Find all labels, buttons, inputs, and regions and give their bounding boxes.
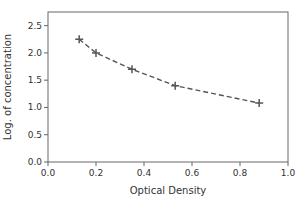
y-tick-label: 2.5	[28, 21, 42, 31]
x-tick-label: 0.8	[233, 168, 248, 178]
y-tick-label: 1.5	[28, 75, 42, 85]
x-tick	[48, 162, 49, 166]
data-point	[171, 82, 179, 90]
x-tick-label: 0.0	[41, 168, 56, 178]
y-tick	[44, 162, 48, 163]
y-tick	[44, 80, 48, 81]
y-tick	[44, 107, 48, 108]
data-point	[92, 49, 100, 57]
x-tick	[288, 162, 289, 166]
x-axis-label: Optical Density	[130, 185, 207, 196]
y-tick-label: 0.0	[28, 157, 43, 167]
chart-svg: 0.0 0.2 0.4 0.6 0.8 1.0 0.0 0.5 1.0 1.5 2.0 2.5 Opti…	[0, 0, 300, 200]
y-tick-label: 0.5	[28, 130, 42, 140]
x-tick-label: 0.2	[89, 168, 103, 178]
y-axis-label: Log. of concentration	[2, 34, 13, 140]
y-tick-label: 2.0	[28, 48, 43, 58]
x-tick	[96, 162, 97, 166]
x-tick-label: 0.6	[185, 168, 200, 178]
y-tick	[44, 25, 48, 26]
data-point	[255, 99, 263, 107]
y-tick	[44, 52, 48, 53]
plot-area	[75, 35, 263, 107]
chart-container: 0.0 0.2 0.4 0.6 0.8 1.0 0.0 0.5 1.0 1.5 2.0 2.5 Opti…	[0, 0, 300, 200]
y-tick-label: 1.0	[28, 102, 43, 112]
x-tick-label: 1.0	[281, 168, 296, 178]
x-tick	[144, 162, 145, 166]
data-point	[75, 35, 83, 43]
y-tick	[44, 134, 48, 135]
data-point	[128, 65, 136, 73]
data-line	[79, 39, 259, 103]
x-tick	[240, 162, 241, 166]
x-tick-label: 0.4	[137, 168, 152, 178]
plot-frame	[48, 12, 288, 162]
x-tick	[192, 162, 193, 166]
